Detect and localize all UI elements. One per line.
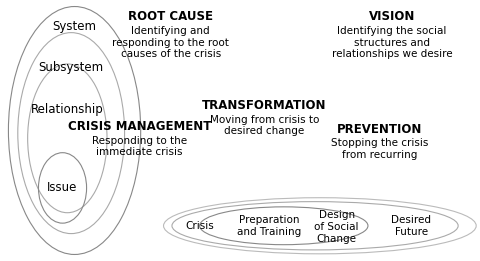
Text: Design
of Social
Change: Design of Social Change bbox=[314, 210, 358, 244]
Text: Stopping the crisis
from recurring: Stopping the crisis from recurring bbox=[331, 138, 428, 160]
Text: Identifying and
responding to the root
causes of the crisis: Identifying and responding to the root c… bbox=[112, 26, 228, 59]
Text: Relationship: Relationship bbox=[31, 103, 104, 116]
Text: Moving from crisis to
desired change: Moving from crisis to desired change bbox=[209, 115, 319, 137]
Text: Crisis: Crisis bbox=[185, 221, 214, 231]
Text: Subsystem: Subsystem bbox=[38, 61, 104, 74]
Text: ROOT CAUSE: ROOT CAUSE bbox=[128, 10, 213, 23]
Text: CRISIS MANAGEMENT: CRISIS MANAGEMENT bbox=[68, 120, 211, 133]
Text: VISION: VISION bbox=[368, 10, 414, 23]
Text: TRANSFORMATION: TRANSFORMATION bbox=[202, 99, 326, 112]
Text: Desired
Future: Desired Future bbox=[390, 215, 431, 236]
Text: Preparation
and Training: Preparation and Training bbox=[237, 215, 301, 236]
Text: Identifying the social
structures and
relationships we desire: Identifying the social structures and re… bbox=[331, 26, 451, 59]
Text: Issue: Issue bbox=[47, 181, 78, 194]
Text: Responding to the
immediate crisis: Responding to the immediate crisis bbox=[92, 136, 187, 157]
Text: PREVENTION: PREVENTION bbox=[336, 123, 422, 136]
Text: System: System bbox=[52, 20, 96, 33]
